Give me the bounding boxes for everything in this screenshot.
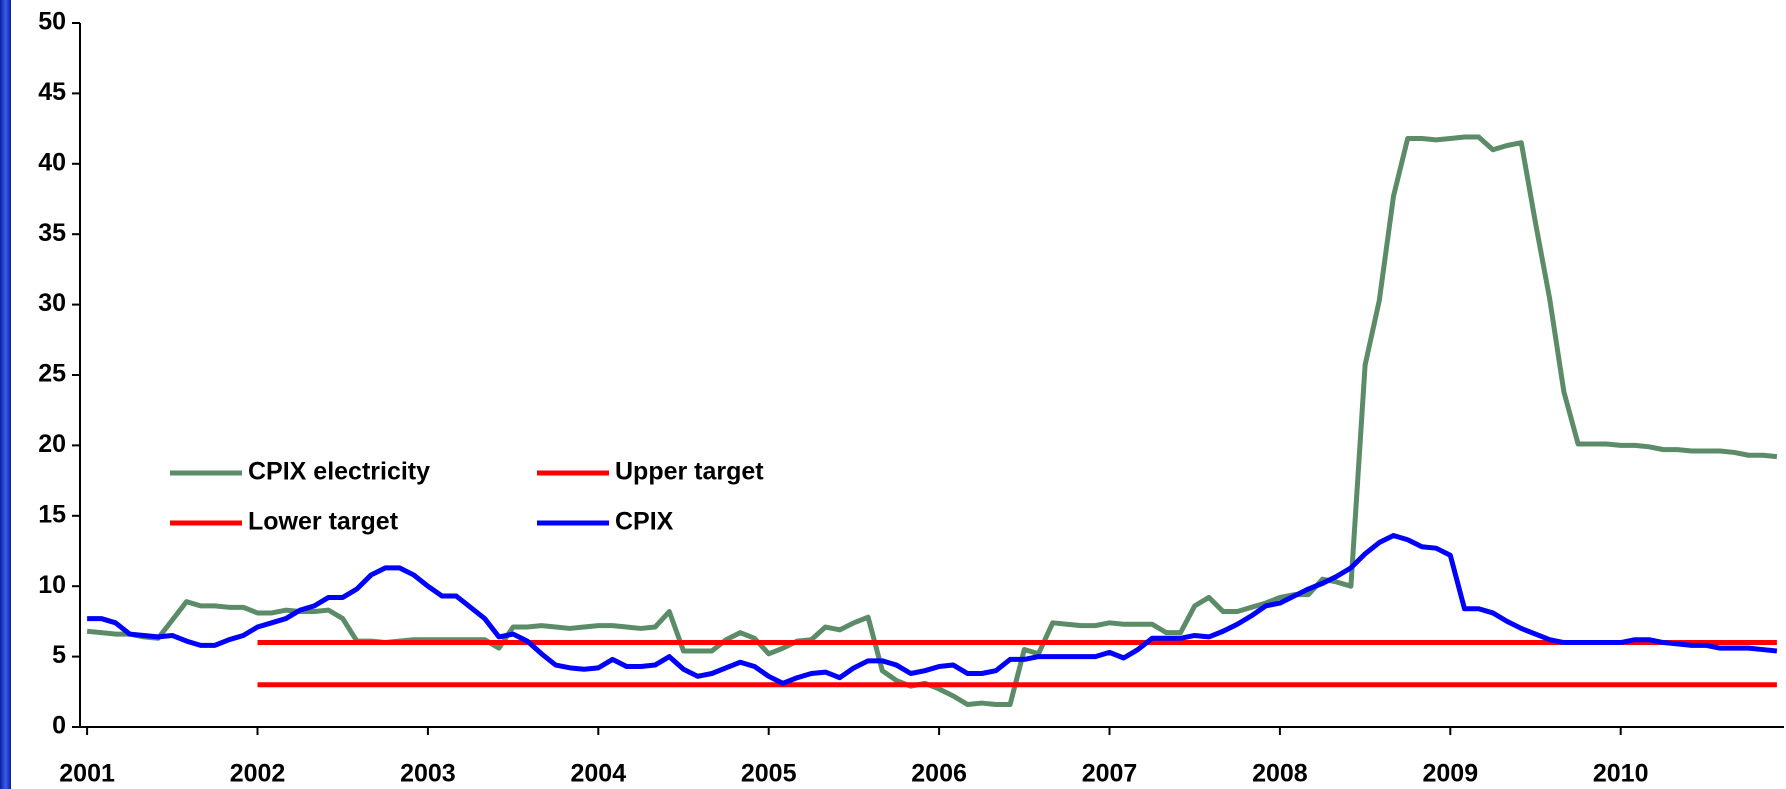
- y-tick-label: 5: [52, 641, 66, 669]
- y-tick-label: 50: [38, 8, 66, 36]
- x-tick-label: 2008: [1252, 760, 1308, 788]
- y-tick-label: 0: [52, 712, 66, 740]
- y-tick-label: 40: [38, 148, 66, 176]
- x-tick-label: 2009: [1422, 760, 1478, 788]
- x-tick-label: 2005: [741, 760, 797, 788]
- series-line: [87, 533, 1778, 686]
- legend-label: Lower target: [248, 508, 399, 536]
- y-tick-label: 15: [38, 500, 66, 528]
- x-tick-label: 2004: [570, 760, 626, 788]
- y-tick-label: 35: [38, 219, 66, 247]
- series-line: [86, 134, 1778, 707]
- legend-label: Upper target: [615, 458, 764, 486]
- y-tick-label: 10: [38, 571, 66, 599]
- x-tick-label: 2007: [1082, 760, 1138, 788]
- y-tick-label: 20: [38, 430, 66, 458]
- x-tick-label: 2003: [400, 760, 456, 788]
- y-tick-label: 25: [38, 360, 66, 388]
- x-tick-label: 2006: [911, 760, 967, 788]
- x-tick-label: 2002: [230, 760, 286, 788]
- legend-label: CPIX: [615, 508, 674, 536]
- legend-label: CPIX electricity: [248, 458, 430, 486]
- x-tick-label: 2010: [1593, 760, 1649, 788]
- x-tick-label: 2001: [59, 760, 115, 788]
- y-tick-label: 45: [38, 78, 66, 106]
- side-bar: [0, 0, 11, 789]
- y-tick-label: 30: [38, 289, 66, 317]
